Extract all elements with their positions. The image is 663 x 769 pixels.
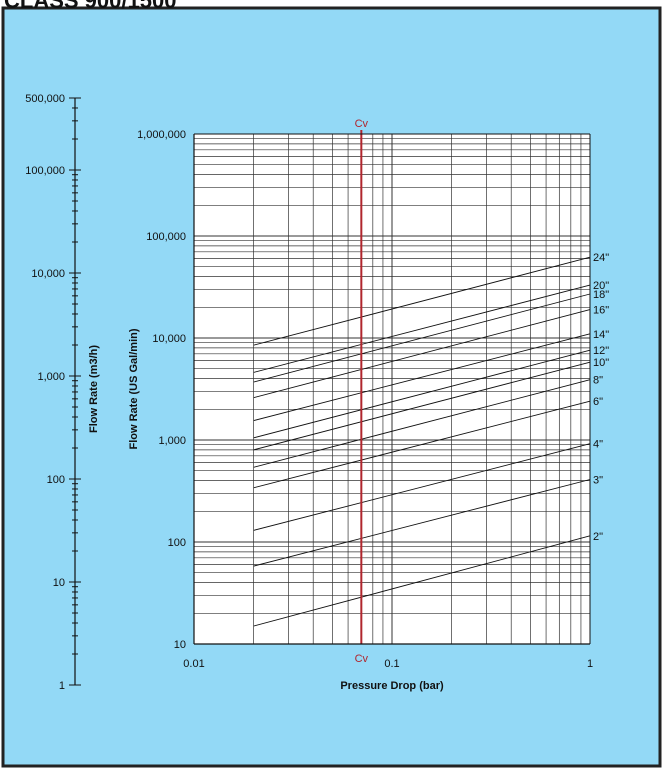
cv-reference: Cv Cv xyxy=(355,118,369,665)
tick-labels: 2" 3" 4" 6" 8" 10"12" 14" 16" 18"20" 24" 10 100 1,00… xyxy=(25,93,609,692)
x-tick-label: 0.1 xyxy=(384,658,399,670)
series-label: 16" xyxy=(593,305,609,317)
axes xyxy=(69,97,591,686)
y-tick-label: 100 xyxy=(168,537,186,549)
x-tick-label: 0.01 xyxy=(183,658,204,670)
secondary-tick-label: 10,000 xyxy=(31,268,65,280)
series-line xyxy=(253,284,591,373)
series-label: 4" xyxy=(593,439,603,451)
secondary-tick-label: 1 xyxy=(59,680,65,692)
cv-label-top: Cv xyxy=(355,118,369,130)
series-label: 8" xyxy=(593,375,603,387)
series-label: 6" xyxy=(593,396,603,408)
series-line xyxy=(253,309,591,399)
series-label: 18" xyxy=(593,289,609,301)
y-tick-label: 1,000,000 xyxy=(137,129,186,141)
secondary-tick-label: 100 xyxy=(47,474,65,486)
series-line xyxy=(253,361,591,451)
series-label: 10" xyxy=(593,357,609,369)
secondary-tick-label: 10 xyxy=(53,577,65,589)
y-tick-label: 10 xyxy=(174,639,186,651)
series-line xyxy=(253,535,591,627)
series-label: 2" xyxy=(593,531,603,543)
header-title: CLASS 900/1500 xyxy=(4,0,176,13)
series-lines xyxy=(253,256,591,627)
grid-lines xyxy=(194,134,590,644)
series-line xyxy=(253,443,591,531)
series-line xyxy=(253,333,591,422)
series-line xyxy=(253,256,591,346)
series-line xyxy=(253,400,591,489)
series-label: 3" xyxy=(593,474,603,486)
y-tick-label: 100,000 xyxy=(146,231,186,243)
series-line xyxy=(253,349,591,439)
series-label: 12" xyxy=(593,345,609,357)
series-label: 14" xyxy=(593,329,609,341)
series-label: 20" xyxy=(593,280,609,292)
series-line xyxy=(253,293,591,383)
y-axis-title: Flow Rate (US Gal/min) xyxy=(128,328,140,449)
cv-label-bottom: Cv xyxy=(355,653,369,665)
secondary-axis-title: Flow Rate (m3/h) xyxy=(88,345,100,433)
x-tick-label: 1 xyxy=(587,658,593,670)
series-line xyxy=(253,379,591,468)
series-line xyxy=(253,479,591,567)
y-tick-label: 1,000 xyxy=(158,435,186,447)
secondary-tick-label: 500,000 xyxy=(25,93,65,105)
series-label: 24" xyxy=(593,252,609,264)
y-tick-label: 10,000 xyxy=(152,333,186,345)
secondary-tick-label: 1,000 xyxy=(37,371,65,383)
secondary-tick-label: 100,000 xyxy=(25,165,65,177)
x-axis-title: Pressure Drop (bar) xyxy=(340,680,444,692)
